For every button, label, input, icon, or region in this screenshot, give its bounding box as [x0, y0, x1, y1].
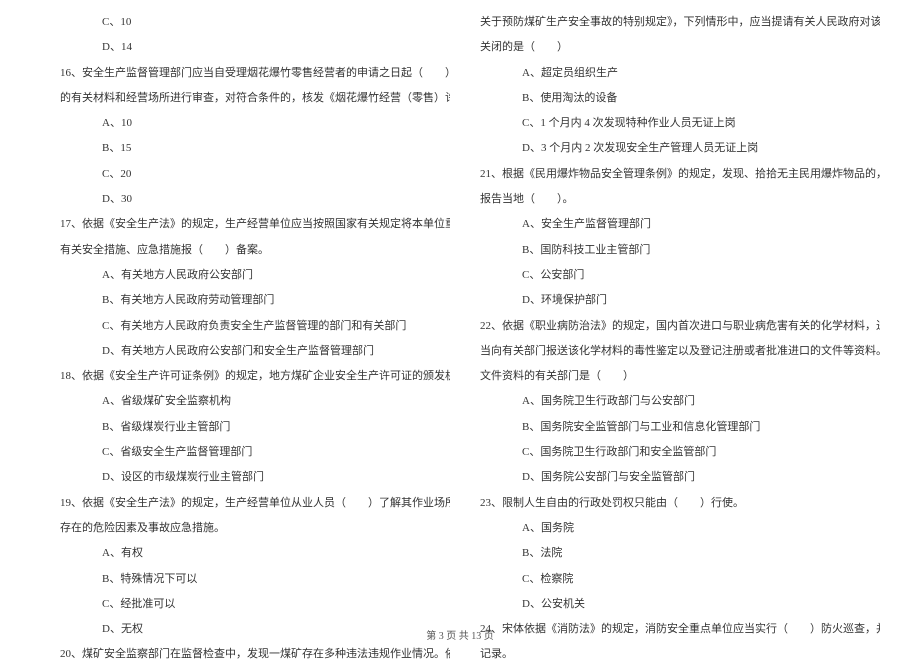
option: D、环境保护部门: [480, 288, 880, 313]
option: C、1 个月内 4 次发现特种作业人员无证上岗: [480, 111, 880, 136]
option: C、10: [60, 10, 450, 35]
option: A、安全生产监督管理部门: [480, 212, 880, 237]
option: A、国务院: [480, 516, 880, 541]
option: A、有关地方人民政府公安部门: [60, 263, 450, 288]
option: C、检察院: [480, 567, 880, 592]
option: D、有关地方人民政府公安部门和安全生产监督管理部门: [60, 339, 450, 364]
option: B、特殊情况下可以: [60, 567, 450, 592]
page-footer: 第 3 页 共 13 页: [0, 627, 920, 642]
option: C、经批准可以: [60, 592, 450, 617]
question-20: 20、煤矿安全监察部门在监督检查中，发现一煤矿存在多种违法违规作业情况。依据《国…: [60, 642, 450, 667]
option: A、有权: [60, 541, 450, 566]
option: B、省级煤炭行业主管部门: [60, 415, 450, 440]
question-16-cont: 的有关材料和经营场所进行审查，对符合条件的，核发《烟花爆竹经营（零售）许可证》。: [60, 86, 450, 111]
question-17-cont: 有关安全措施、应急措施报（ ）备案。: [60, 238, 450, 263]
question-18: 18、依据《安全生产许可证条例》的规定，地方煤矿企业安全生产许可证的颁发机关是（…: [60, 364, 450, 389]
left-column: C、10 D、14 16、安全生产监督管理部门应当自受理烟花爆竹零售经营者的申请…: [60, 10, 470, 620]
question-21: 21、根据《民用爆炸物品安全管理条例》的规定，发现、拾拾无主民用爆炸物品的，应当…: [480, 162, 880, 187]
question-19-cont: 存在的危险因素及事故应急措施。: [60, 516, 450, 541]
option: C、国务院卫生行政部门和安全监管部门: [480, 440, 880, 465]
option: A、省级煤矿安全监察机构: [60, 389, 450, 414]
right-column: 关于预防煤矿生产安全事故的特别规定》，下列情形中，应当提请有关人民政府对该煤矿予…: [470, 10, 880, 620]
question-24-cont: 记录。: [480, 642, 880, 667]
option: C、省级安全生产监督管理部门: [60, 440, 450, 465]
option: B、法院: [480, 541, 880, 566]
option: A、10: [60, 111, 450, 136]
option: B、国防科技工业主管部门: [480, 238, 880, 263]
option: B、15: [60, 136, 450, 161]
question-20-cont: 关于预防煤矿生产安全事故的特别规定》，下列情形中，应当提请有关人民政府对该煤矿予…: [480, 10, 880, 35]
option: C、公安部门: [480, 263, 880, 288]
option: B、使用淘汰的设备: [480, 86, 880, 111]
option: D、3 个月内 2 次发现安全生产管理人员无证上岗: [480, 136, 880, 161]
document-page: C、10 D、14 16、安全生产监督管理部门应当自受理烟花爆竹零售经营者的申请…: [0, 0, 920, 620]
question-20-cont2: 关闭的是（ ）: [480, 35, 880, 60]
question-22-cont2: 文件资料的有关部门是（ ）: [480, 364, 880, 389]
question-23: 23、限制人生自由的行政处罚权只能由（ ）行使。: [480, 491, 880, 516]
question-17: 17、依据《安全生产法》的规定，生产经营单位应当按照国家有关规定将本单位重大危险…: [60, 212, 450, 237]
option: D、国务院公安部门与安全监管部门: [480, 465, 880, 490]
question-22: 22、依据《职业病防治法》的规定，国内首次进口与职业病危害有关的化学材料，进口单…: [480, 314, 880, 339]
option: D、设区的市级煤炭行业主管部门: [60, 465, 450, 490]
option: D、公安机关: [480, 592, 880, 617]
question-21-cont: 报告当地（ ）。: [480, 187, 880, 212]
option: A、超定员组织生产: [480, 61, 880, 86]
option: A、国务院卫生行政部门与公安部门: [480, 389, 880, 414]
option: C、20: [60, 162, 450, 187]
question-19: 19、依据《安全生产法》的规定，生产经营单位从业人员（ ）了解其作业场所和工作岗…: [60, 491, 450, 516]
option: C、有关地方人民政府负责安全生产监督管理的部门和有关部门: [60, 314, 450, 339]
question-16: 16、安全生产监督管理部门应当自受理烟花爆竹零售经营者的申请之日起（ ）日内对提…: [60, 61, 450, 86]
question-22-cont: 当向有关部门报送该化学材料的毒性鉴定以及登记注册或者批准进口的文件等资料。受理上…: [480, 339, 880, 364]
option: B、有关地方人民政府劳动管理部门: [60, 288, 450, 313]
option: B、国务院安全监管部门与工业和信息化管理部门: [480, 415, 880, 440]
option: D、30: [60, 187, 450, 212]
option: D、14: [60, 35, 450, 60]
